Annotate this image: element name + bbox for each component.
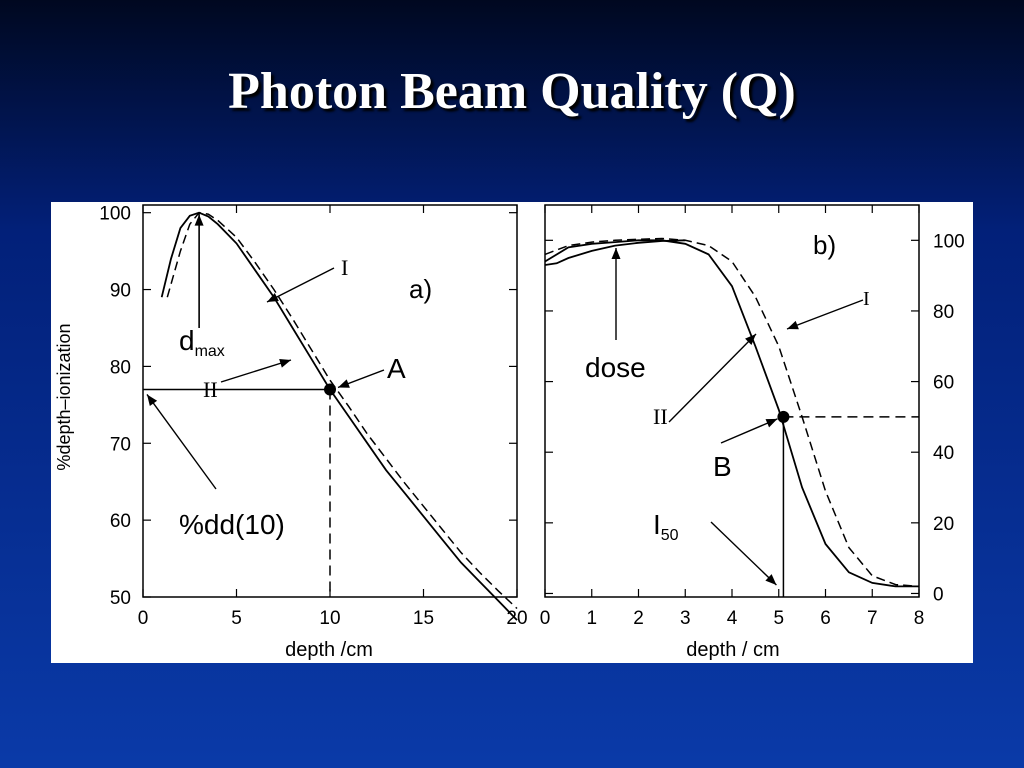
- series-line-ii: [544, 239, 919, 588]
- x-tick-label: 15: [413, 608, 434, 629]
- curve-ii-arrow-b-head: [745, 334, 756, 345]
- chart-a-y-label: %depth–ionization: [54, 323, 74, 470]
- dmax-subscript: max: [195, 343, 225, 360]
- chart-a: 0 5 10 15 20 50 60 70 80 90 100 depth /cm %depth–i…: [54, 204, 528, 661]
- y-tick-label: 20: [933, 514, 954, 535]
- chart-a-tick-labels: 0 5 10 15 20 50 60 70 80 90 100: [99, 204, 527, 629]
- point-b-marker: [777, 410, 790, 423]
- x-tick-label: 0: [540, 608, 551, 629]
- chart-a-panel-label: a): [409, 274, 432, 304]
- x-tick-label: 3: [680, 608, 691, 629]
- pdd-arrow-head: [147, 394, 158, 407]
- point-a-marker: [324, 383, 336, 396]
- x-tick-label: 5: [231, 608, 242, 629]
- chart-b-i50-label: I50: [653, 509, 679, 544]
- x-tick-label: 8: [914, 608, 925, 629]
- pdd-arrow: [146, 394, 217, 490]
- curve-i-arrow-a: [266, 267, 335, 303]
- chart-b-dose-label: dose: [585, 352, 646, 383]
- y-tick-label: 100: [99, 204, 131, 225]
- i50-arrow-head: [765, 574, 777, 585]
- x-tick-label: 20: [506, 608, 527, 629]
- chart-a-annotations: a) I II dmax A %dd(10): [143, 212, 432, 597]
- y-tick-label: 100: [933, 231, 965, 252]
- chart-a-dmax-label: dmax: [179, 325, 225, 360]
- y-tick-label: 40: [933, 443, 954, 464]
- chart-b-curve-label-i: I: [863, 288, 870, 310]
- x-tick-label: 0: [138, 608, 149, 629]
- series-line-i: [166, 211, 518, 610]
- x-tick-label: 7: [867, 608, 878, 629]
- i50-subscript: 50: [661, 527, 679, 544]
- curve-ii-arrow-a: [220, 359, 292, 383]
- chart-b-curve-label-ii: II: [653, 404, 668, 429]
- y-tick-label: 60: [110, 511, 131, 532]
- curve-ii-arrow-b: [668, 333, 757, 423]
- dmax-arrow-head: [194, 214, 204, 226]
- chart-b-frame: [544, 204, 920, 598]
- slide-title: Photon Beam Quality (Q): [228, 63, 796, 120]
- x-tick-label: 10: [319, 608, 340, 629]
- y-tick-label: 70: [110, 434, 131, 455]
- series-line-ii: [160, 211, 518, 621]
- y-tick-label: 90: [110, 281, 131, 302]
- chart-b-annotations: b) I II dose B I50: [585, 230, 919, 597]
- chart-b-point-b-label: B: [713, 451, 732, 482]
- dose-arrow-head: [611, 248, 621, 259]
- dmax-main: d: [179, 325, 195, 356]
- series-line-dose: [544, 239, 686, 266]
- y-tick-label: 80: [933, 302, 954, 323]
- chart-a-point-a-label: A: [387, 353, 406, 384]
- chart-b-panel-label: b): [813, 230, 836, 260]
- y-tick-label: 60: [933, 373, 954, 394]
- chart-a-pdd-label: %dd(10): [179, 509, 285, 540]
- i50-main: I: [653, 509, 661, 540]
- figure-panel: 0 5 10 15 20 50 60 70 80 90 100 depth /cm %depth–i…: [51, 202, 973, 663]
- b-arrow-head: [765, 418, 778, 428]
- a-arrow-head: [338, 379, 350, 388]
- x-tick-label: 2: [633, 608, 644, 629]
- curve-i-arrow-a-head: [267, 293, 279, 302]
- chart-a-ticks: [142, 205, 518, 598]
- x-tick-label: 4: [727, 608, 738, 629]
- chart-a-curve-label-i: I: [341, 255, 348, 280]
- y-tick-label: 0: [933, 584, 944, 605]
- chart-a-x-label: depth /cm: [285, 639, 373, 661]
- chart-a-series: [160, 211, 518, 621]
- curve-i-arrow-b: [786, 299, 864, 330]
- x-tick-label: 5: [773, 608, 784, 629]
- y-tick-label: 80: [110, 357, 131, 378]
- chart-b-ticks: [544, 205, 920, 597]
- curve-i-arrow-b-head: [787, 320, 799, 330]
- curve-ii-arrow-a-head: [279, 359, 291, 368]
- x-tick-label: 6: [820, 608, 831, 629]
- i50-arrow: [710, 521, 777, 586]
- chart-b-x-label: depth / cm: [686, 639, 779, 661]
- chart-b-series: [544, 237, 920, 588]
- y-tick-label: 50: [110, 588, 131, 609]
- x-tick-label: 1: [586, 608, 597, 629]
- series-line-i: [544, 237, 920, 588]
